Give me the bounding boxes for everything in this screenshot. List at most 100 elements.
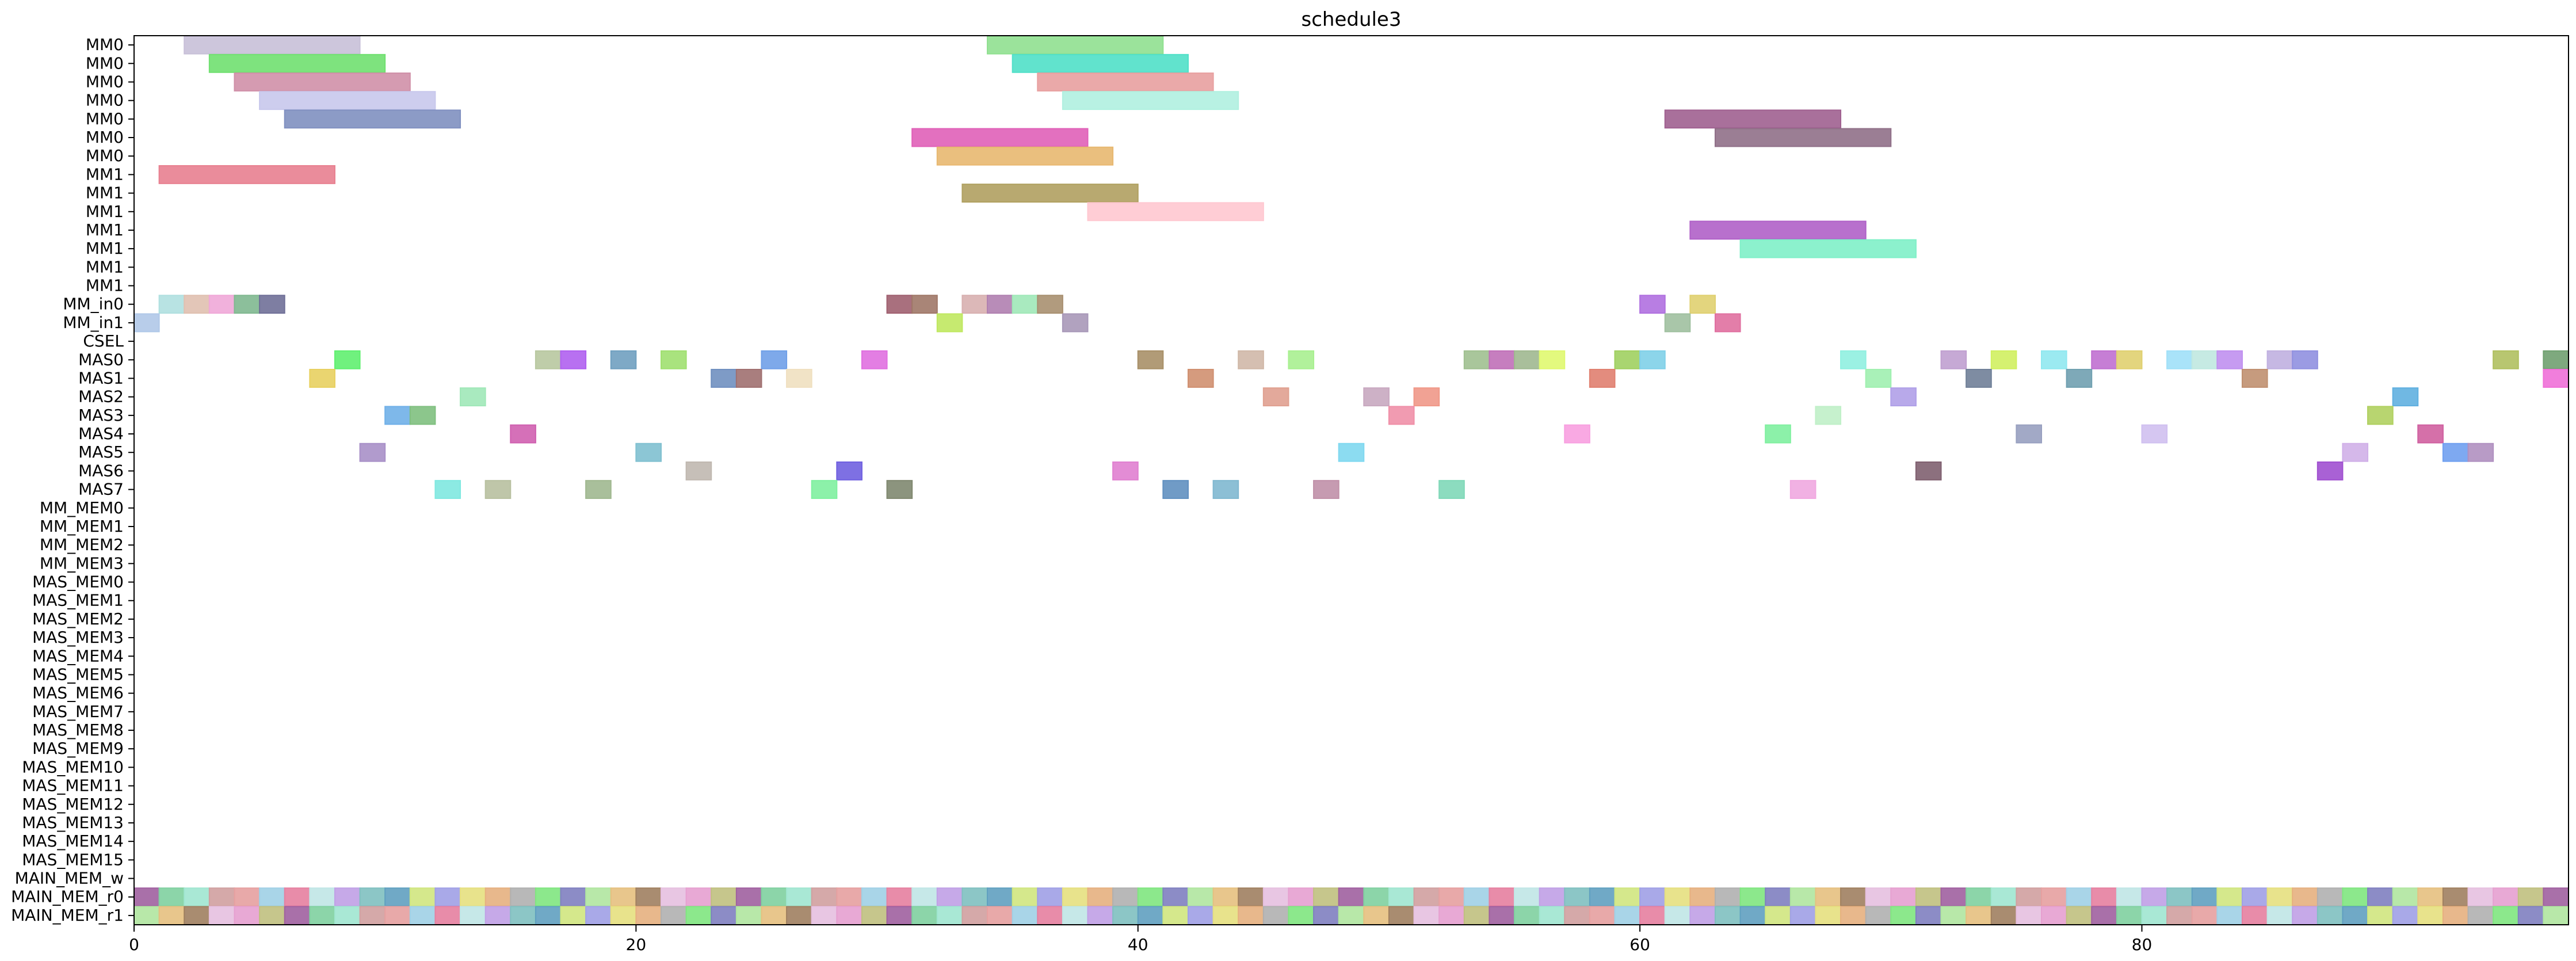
schedule-bar [2191,887,2218,907]
schedule-bar [1890,887,1917,907]
schedule-bar [234,73,411,91]
schedule-bar [861,906,888,925]
schedule-bar [1564,887,1590,907]
schedule-bar [1564,906,1590,925]
schedule-bar [811,480,838,499]
schedule-bar [1262,887,1289,907]
schedule-bar [208,887,235,907]
schedule-bar [1463,887,1490,907]
y-tick-label: MAIN_MEM_r1 [11,906,124,925]
schedule-bar [208,906,235,925]
schedule-bar [409,887,436,907]
schedule-bar [1789,480,1816,499]
schedule-bar [434,906,461,925]
schedule-bar [1062,313,1089,333]
schedule-bar [1840,906,1867,925]
schedule-bar [1789,887,1816,907]
schedule-bar [2166,887,2193,907]
schedule-bar [1890,906,1917,925]
schedule-bar [1413,906,1440,925]
schedule-bar [184,35,361,55]
schedule-bar [987,887,1013,907]
schedule-bar [460,906,486,925]
schedule-bar [1112,461,1139,480]
schedule-bar [987,35,1164,55]
y-tick-label: MM1 [86,165,124,184]
y-tick-label: MM0 [86,91,124,110]
chart-title: schedule3 [1301,8,1401,31]
schedule-bar [2016,906,2043,925]
schedule-bar [861,887,888,907]
schedule-bar [2317,887,2344,907]
y-tick-label: MAS3 [78,406,124,425]
y-tick-label: MM_in0 [63,295,124,314]
y-tick-label: MM0 [86,109,124,128]
schedule-bar [1313,906,1339,925]
schedule-bar [610,887,637,907]
schedule-bar [158,887,185,907]
schedule-bar [1112,887,1139,907]
schedule-bar [1037,295,1063,314]
schedule-bar [1438,906,1465,925]
schedule-bar [2166,350,2193,369]
schedule-bar [2543,350,2569,369]
schedule-bar [585,887,612,907]
schedule-bar [1162,887,1189,907]
schedule-bar [2493,350,2519,369]
schedule-bar [560,906,587,925]
schedule-bar [460,887,486,907]
schedule-bar [1212,906,1239,925]
y-tick-label: MAS_MEM2 [32,609,124,628]
schedule-bar [2467,443,2494,462]
schedule-bar [1514,887,1540,907]
schedule-bar [359,887,386,907]
schedule-bar [484,480,512,499]
y-tick-label: MM_MEM3 [40,554,124,573]
y-tick-label: MAS_MEM5 [32,665,124,684]
schedule-bar [359,443,386,462]
schedule-bar [1463,350,1490,369]
schedule-bar [133,313,160,333]
schedule-bar [1865,369,1892,388]
schedule-bar [1313,480,1339,499]
schedule-bar [2116,350,2143,369]
schedule-bar [761,887,788,907]
schedule-bar [2191,350,2218,369]
schedule-bar [1789,906,1816,925]
schedule-bar [309,369,335,388]
schedule-bar [2342,906,2369,925]
schedule-bar [1137,350,1164,369]
schedule-bar [1539,887,1566,907]
schedule-bar [1463,906,1490,925]
schedule-bar [660,350,687,369]
schedule-bar [1162,906,1189,925]
schedule-bar [961,184,1139,203]
schedule-bar [2543,906,2569,925]
schedule-bar [133,906,160,925]
schedule-bar [1037,906,1063,925]
schedule-bar [2266,350,2293,369]
schedule-bar [1489,887,1516,907]
schedule-bar [284,109,461,129]
schedule-bar [1815,906,1842,925]
schedule-bar [2191,906,2218,925]
schedule-bar [560,350,587,369]
x-tick-label: 80 [2132,935,2153,954]
schedule-bar [2517,887,2544,907]
schedule-bar [2141,424,2168,444]
schedule-bar [735,906,762,925]
schedule-bar [1739,239,1917,258]
schedule-bar [1112,906,1139,925]
schedule-bar [1288,350,1315,369]
schedule-bar [1890,387,1917,407]
schedule-bar [2392,887,2419,907]
schedule-bar [1714,906,1741,925]
schedule-bar [1212,887,1239,907]
schedule-bar [1739,906,1766,925]
schedule-bar [2417,906,2444,925]
y-tick-label: MM_MEM1 [40,517,124,536]
schedule-bar [786,887,812,907]
schedule-bar [2266,887,2293,907]
schedule-bar [535,350,562,369]
